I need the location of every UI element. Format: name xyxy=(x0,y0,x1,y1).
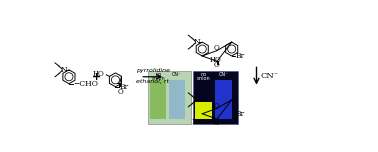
Text: N: N xyxy=(60,66,67,74)
Text: O: O xyxy=(214,61,220,69)
Text: O: O xyxy=(214,119,220,127)
Text: +: + xyxy=(91,72,101,82)
Text: no: no xyxy=(155,72,161,77)
Bar xyxy=(169,80,185,119)
Text: CN⁻: CN⁻ xyxy=(260,72,279,80)
Bar xyxy=(148,71,191,124)
Text: Br: Br xyxy=(235,110,245,118)
Bar xyxy=(195,102,212,119)
Text: O: O xyxy=(214,102,220,110)
Bar xyxy=(193,71,238,124)
Text: pyrrolidine: pyrrolidine xyxy=(136,68,170,73)
Text: anion: anion xyxy=(152,76,165,81)
Text: CN⁻: CN⁻ xyxy=(172,72,182,77)
Bar xyxy=(150,80,166,119)
Text: N: N xyxy=(194,38,200,46)
Text: CN⁻: CN⁻ xyxy=(218,72,228,77)
Text: −CHO: −CHO xyxy=(74,80,99,88)
Text: O: O xyxy=(118,88,124,96)
Text: HO: HO xyxy=(93,70,105,78)
Text: O: O xyxy=(214,44,220,52)
Bar xyxy=(195,80,212,102)
Text: ethanol, rt: ethanol, rt xyxy=(136,79,169,84)
Text: Br: Br xyxy=(235,52,245,60)
Text: NC−H: NC−H xyxy=(192,118,220,126)
Text: no: no xyxy=(201,72,207,77)
Text: HO: HO xyxy=(210,56,222,64)
Text: Br: Br xyxy=(119,83,129,91)
Text: N: N xyxy=(194,96,200,104)
Bar xyxy=(215,80,232,119)
Text: anion: anion xyxy=(197,76,211,81)
